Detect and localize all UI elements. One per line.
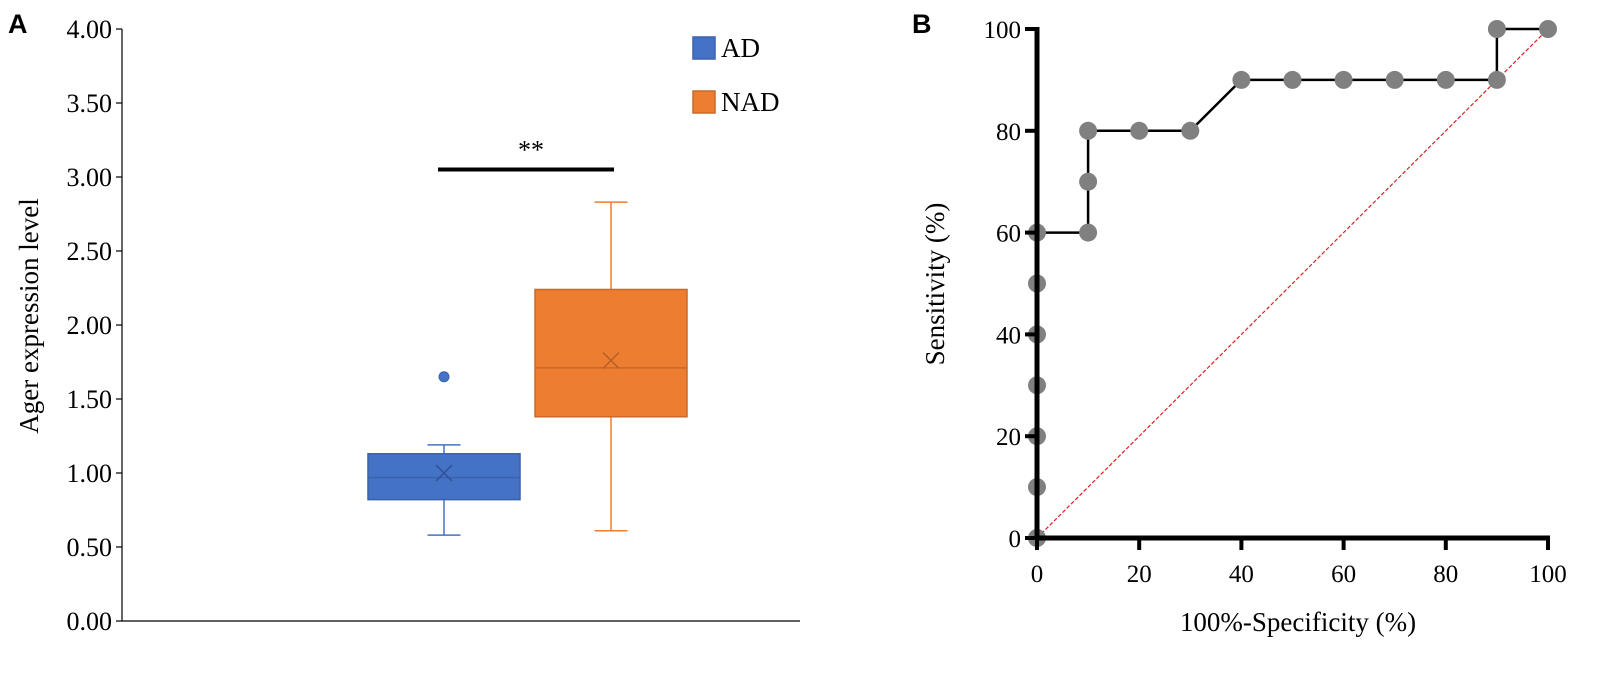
panel-a-boxes bbox=[367, 201, 688, 536]
panel-b-y-tick-label: 60 bbox=[996, 221, 1021, 248]
roc-point bbox=[1539, 20, 1557, 38]
reference-diagonal-line bbox=[1036, 28, 1549, 539]
panel-b-x-axis-title: 100%-Specificity (%) bbox=[1180, 607, 1416, 637]
roc-point bbox=[1079, 223, 1098, 242]
roc-point bbox=[1487, 20, 1506, 38]
panel-b-roc-curve: B Sensitivity (%) 100%-Specificity (%) 0… bbox=[912, 9, 1567, 637]
panel-a-y-axis-title: Ager expression level bbox=[14, 198, 44, 433]
panel-a-box-plot: A Ager expression level 0.00 0.50 1.00 1.50… bbox=[8, 9, 800, 636]
panel-a-letter: A bbox=[8, 9, 28, 39]
panel-b-x-tick-label: 80 bbox=[1433, 561, 1458, 588]
panel-b-x-tick-label: 0 bbox=[1031, 561, 1044, 588]
panel-b-x-tick-label: 60 bbox=[1331, 561, 1356, 588]
legend-label-nad: NAD bbox=[721, 87, 780, 117]
panel-b-y-tick-label: 100 bbox=[984, 17, 1022, 44]
panel-a-y-tick-label: 0.00 bbox=[67, 607, 113, 636]
panel-b-ticks: 0 20 40 60 80 100 0 20 40 60 80 100 bbox=[984, 17, 1567, 588]
panel-a-y-tick-label: 3.50 bbox=[67, 89, 113, 118]
panel-b-y-tick-label: 20 bbox=[996, 424, 1021, 451]
roc-point bbox=[1334, 70, 1353, 89]
panel-b-x-tick-label: 100 bbox=[1529, 561, 1567, 588]
roc-point bbox=[1385, 70, 1404, 89]
legend-label-ad: AD bbox=[721, 33, 760, 63]
panel-b-x-tick-label: 40 bbox=[1229, 561, 1254, 588]
roc-point bbox=[1181, 121, 1200, 140]
roc-point bbox=[1079, 172, 1098, 191]
legend-swatch-ad bbox=[692, 36, 716, 60]
panel-a-y-tick-label: 0.50 bbox=[67, 533, 113, 562]
significance-label: ** bbox=[518, 136, 544, 165]
panel-b-y-tick-label: 80 bbox=[996, 119, 1021, 146]
panel-a-y-tick-label: 3.00 bbox=[67, 163, 113, 192]
panel-a-y-tick-label: 2.00 bbox=[67, 311, 113, 340]
panel-b-reference-line bbox=[1036, 28, 1549, 539]
panel-b-axes bbox=[1034, 27, 1550, 541]
panel-a-box-nad bbox=[534, 201, 688, 532]
panel-a-y-ticks: 0.00 0.50 1.00 1.50 2.00 2.50 3.00 3.50 4.00 bbox=[67, 15, 122, 636]
panel-b-points bbox=[1028, 20, 1557, 547]
outlier-point bbox=[438, 371, 450, 383]
panel-a-box-ad bbox=[367, 371, 521, 536]
roc-point bbox=[1079, 121, 1098, 140]
box-iqr bbox=[534, 288, 688, 418]
panel-a-y-tick-label: 4.00 bbox=[67, 15, 113, 44]
mean-marker bbox=[435, 464, 453, 482]
panel-b-y-tick-label: 0 bbox=[1009, 526, 1022, 553]
roc-point bbox=[1232, 70, 1251, 89]
panel-a-legend: AD NAD bbox=[692, 33, 780, 117]
panel-a-significance: ** bbox=[438, 136, 614, 172]
panel-b-y-tick-label: 40 bbox=[996, 322, 1021, 349]
roc-point bbox=[1130, 121, 1149, 140]
roc-point bbox=[1436, 70, 1455, 89]
roc-point bbox=[1283, 70, 1302, 89]
panel-b-y-axis-title: Sensitivity (%) bbox=[920, 203, 950, 366]
panel-b-letter: B bbox=[912, 9, 932, 39]
panel-a-axes bbox=[121, 29, 800, 622]
panel-a-y-tick-label: 2.50 bbox=[67, 237, 113, 266]
panel-a-y-tick-label: 1.00 bbox=[67, 459, 113, 488]
mean-marker bbox=[602, 351, 620, 370]
roc-point bbox=[1487, 70, 1506, 89]
panel-b-x-tick-label: 20 bbox=[1127, 561, 1152, 588]
panel-a-y-tick-label: 1.50 bbox=[67, 385, 113, 414]
legend-swatch-nad bbox=[692, 90, 716, 114]
